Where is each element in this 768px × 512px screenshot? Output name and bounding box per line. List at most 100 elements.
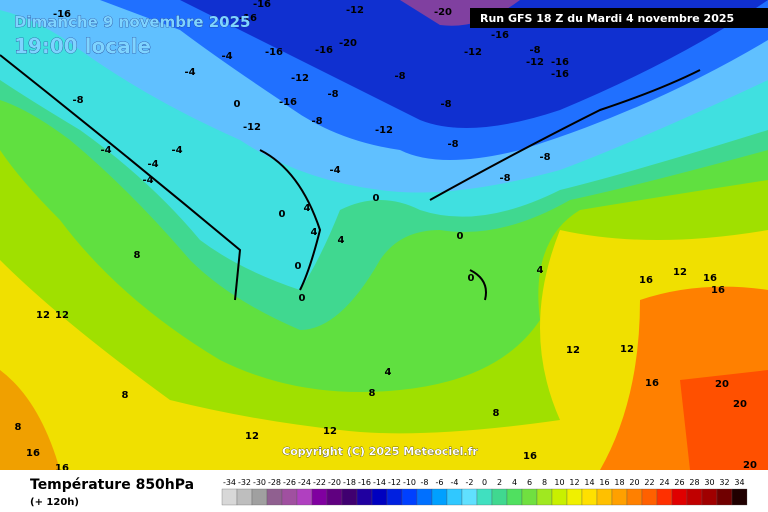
legend-swatch [461, 488, 478, 506]
legend-swatch [641, 488, 658, 506]
legend-swatch [386, 488, 403, 506]
legend-swatch [371, 488, 388, 506]
legend-tick: 20 [629, 478, 639, 487]
contour-label: -4 [184, 67, 195, 78]
contour-labels: -16-16-16-12 -20-20-16-16-4-12-4-8 0 -16-8-… [15, 0, 757, 474]
run-box [470, 8, 768, 28]
footer-title: Température 850hPa [30, 477, 194, 493]
contour-label: -4 [329, 165, 340, 176]
legend-swatch [281, 488, 298, 506]
contour-label: -8 [447, 139, 458, 150]
legend-tick: 22 [644, 478, 654, 487]
contour-label: -8 [539, 152, 550, 163]
legend-swatch [446, 488, 463, 506]
legend-tick: 6 [527, 478, 532, 487]
contour-label: 4 [304, 203, 311, 214]
contour-label: -16 [239, 13, 257, 24]
legend-swatch [671, 488, 688, 506]
contour-label: 4 [338, 235, 345, 246]
contour-label: 0 [373, 193, 380, 204]
contour-label: -16 [551, 57, 569, 68]
contour-label: -16 [551, 69, 569, 80]
contour-label: 12 [36, 310, 50, 321]
contour-label: -4 [147, 159, 158, 170]
contour-label: 4 [311, 227, 318, 238]
contour-label: 8 [134, 250, 141, 261]
legend-tick: -8 [421, 478, 429, 487]
contour-label: 20 [743, 460, 757, 471]
legend-swatch [341, 488, 358, 506]
legend-tick: -32 [238, 478, 251, 487]
contour-label: -12 [375, 125, 393, 136]
legend-tick: -22 [313, 478, 326, 487]
legend-tick: 8 [542, 478, 547, 487]
legend-tick: 16 [599, 478, 609, 487]
legend-swatch [326, 488, 343, 506]
legend-tick: -20 [328, 478, 341, 487]
legend-swatch [221, 488, 238, 506]
legend-tick: 12 [569, 478, 579, 487]
contour-label: 16 [55, 463, 69, 474]
contour-label: -4 [171, 145, 182, 156]
legend-swatch [566, 488, 583, 506]
temperature-field [0, 0, 768, 470]
legend-swatch [716, 488, 733, 506]
contour-label: 0 [234, 99, 241, 110]
legend-tick: 30 [704, 478, 714, 487]
contour-label: -12 [243, 122, 261, 133]
contour-label: -16 [253, 0, 271, 10]
legend-swatch [656, 488, 673, 506]
legend-tick: -14 [373, 478, 386, 487]
contour-label: 4 [385, 367, 392, 378]
contour-label: 12 [620, 344, 634, 355]
contour-label: -16 [315, 45, 333, 56]
legend-tick: 10 [554, 478, 564, 487]
contour-label: 16 [645, 378, 659, 389]
legend-tick: -34 [223, 478, 236, 487]
legend-swatch [476, 488, 493, 506]
color-legend: -34 -32 -30 -28 -26 -24 -22 -20 -18 -16 -14 -12 -10-… [221, 478, 748, 506]
legend-swatch [491, 488, 508, 506]
legend-tick: -4 [451, 478, 459, 487]
contour-label: 8 [493, 408, 500, 419]
legend-tick: -24 [298, 478, 311, 487]
contour-label: -8 [394, 71, 405, 82]
contour-label: 16 [639, 275, 653, 286]
contour-label: -12 [346, 5, 364, 16]
legend-tick: 18 [614, 478, 624, 487]
contour-label: -12 [291, 73, 309, 84]
legend-tick: -28 [268, 478, 281, 487]
contour-label: -20 [434, 7, 452, 18]
contour-label: -16 [265, 47, 283, 58]
contour-label: -16 [279, 97, 297, 108]
contour-label: 0 [299, 293, 306, 304]
contour-label: 16 [703, 273, 717, 284]
legend-swatch [626, 488, 643, 506]
contour-label: 0 [457, 231, 464, 242]
contour-label: 12 [323, 426, 337, 437]
contour-label: -16 [53, 9, 71, 20]
legend-tick: 34 [734, 478, 744, 487]
footer-subtitle: (+ 120h) [30, 497, 79, 508]
contour-label: 0 [279, 209, 286, 220]
contour-label: -8 [327, 89, 338, 100]
contour-label: -8 [311, 116, 322, 127]
legend-swatch [536, 488, 553, 506]
legend-swatch [236, 488, 253, 506]
contour-label: 8 [369, 388, 376, 399]
contour-label: -4 [142, 175, 153, 186]
run-label: Run GFS 18 Z du Mardi 4 novembre 2025 [480, 12, 734, 25]
contour-label: -8 [529, 45, 540, 56]
legend-swatch [266, 488, 283, 506]
legend-swatch [551, 488, 568, 506]
legend-swatch [431, 488, 448, 506]
contour-label: -8 [72, 95, 83, 106]
contour-label: 20 [715, 379, 729, 390]
contour-label: 16 [523, 451, 537, 462]
legend-swatch [701, 488, 718, 506]
legend-tick: -12 [388, 478, 401, 487]
contour-label: 0 [468, 273, 475, 284]
legend-tick: -6 [436, 478, 444, 487]
contour-label: 8 [122, 390, 129, 401]
